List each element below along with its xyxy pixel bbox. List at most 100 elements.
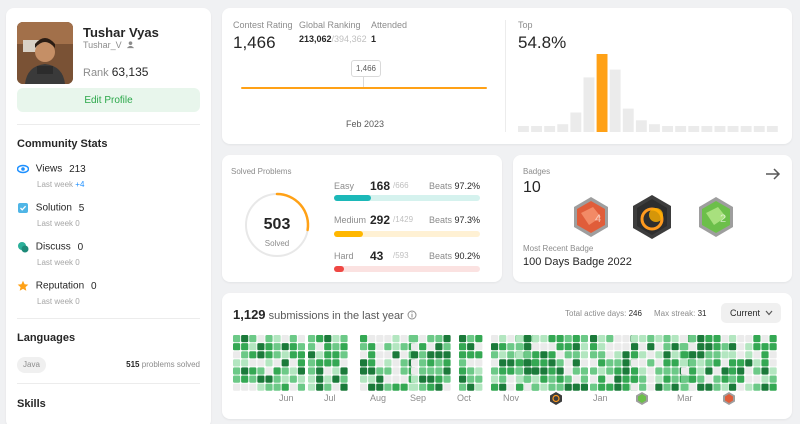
heatmap-cell[interactable]: [639, 335, 647, 343]
heatmap-cell[interactable]: [516, 343, 524, 351]
heatmap-cell[interactable]: [233, 375, 241, 383]
heatmap-cell[interactable]: [435, 335, 443, 343]
heatmap-cell[interactable]: [614, 359, 622, 367]
heatmap-cell[interactable]: [507, 367, 515, 375]
heatmap-cell[interactable]: [392, 359, 400, 367]
heatmap-cell[interactable]: [556, 383, 564, 391]
heatmap-cell[interactable]: [556, 375, 564, 383]
heatmap-cell[interactable]: [606, 383, 614, 391]
histogram-bar[interactable]: [740, 126, 752, 132]
heatmap-cell[interactable]: [540, 383, 548, 391]
heatmap-cell[interactable]: [745, 367, 753, 375]
heatmap-cell[interactable]: [475, 343, 483, 351]
heatmap-cell[interactable]: [427, 375, 435, 383]
heatmap-cell[interactable]: [308, 343, 316, 351]
heatmap-cell[interactable]: [532, 343, 540, 351]
heatmap-cell[interactable]: [241, 343, 249, 351]
heatmap-cell[interactable]: [475, 351, 483, 359]
heatmap-cell[interactable]: [540, 367, 548, 375]
heatmap-cell[interactable]: [737, 367, 745, 375]
heatmap-cell[interactable]: [384, 335, 392, 343]
heatmap-cell[interactable]: [745, 375, 753, 383]
heatmap-cell[interactable]: [681, 375, 689, 383]
heatmap-cell[interactable]: [663, 351, 671, 359]
heatmap-cell[interactable]: [249, 359, 257, 367]
heatmap-cell[interactable]: [316, 351, 324, 359]
heatmap-cell[interactable]: [376, 359, 384, 367]
heatmap-cell[interactable]: [400, 375, 408, 383]
heatmap-cell[interactable]: [281, 367, 289, 375]
heatmap-cell[interactable]: [689, 351, 697, 359]
heatmap-cell[interactable]: [467, 359, 475, 367]
heatmap-cell[interactable]: [332, 335, 340, 343]
heatmap-cell[interactable]: [332, 343, 340, 351]
heatmap-cell[interactable]: [384, 383, 392, 391]
heatmap-cell[interactable]: [681, 359, 689, 367]
heatmap-cell[interactable]: [376, 375, 384, 383]
heatmap-cell[interactable]: [590, 375, 598, 383]
heatmap-cell[interactable]: [713, 375, 721, 383]
heatmap-cell[interactable]: [419, 351, 427, 359]
heatmap-cell[interactable]: [459, 367, 467, 375]
heatmap-cell[interactable]: [324, 351, 332, 359]
heatmap-cell[interactable]: [257, 367, 265, 375]
heatmap-cell[interactable]: [316, 383, 324, 391]
heatmap-cell[interactable]: [265, 343, 273, 351]
heatmap-cell[interactable]: [507, 375, 515, 383]
heatmap-cell[interactable]: [507, 335, 515, 343]
heatmap-cell[interactable]: [435, 375, 443, 383]
heatmap-cell[interactable]: [631, 383, 639, 391]
heatmap-cell[interactable]: [384, 367, 392, 375]
heatmap-cell[interactable]: [671, 375, 679, 383]
heatmap-cell[interactable]: [507, 359, 515, 367]
heatmap-cell[interactable]: [753, 351, 761, 359]
heatmap-cell[interactable]: [419, 343, 427, 351]
heatmap-cell[interactable]: [681, 343, 689, 351]
heatmap-cell[interactable]: [376, 343, 384, 351]
heatmap-cell[interactable]: [761, 359, 769, 367]
heatmap-cell[interactable]: [507, 343, 515, 351]
heatmap-cell[interactable]: [663, 383, 671, 391]
heatmap-cell[interactable]: [368, 359, 376, 367]
heatmap-cell[interactable]: [572, 343, 580, 351]
heatmap-cell[interactable]: [324, 359, 332, 367]
heatmap-cell[interactable]: [376, 367, 384, 375]
heatmap-cell[interactable]: [647, 367, 655, 375]
heatmap-cell[interactable]: [606, 359, 614, 367]
heatmap-cell[interactable]: [368, 383, 376, 391]
heatmap-cell[interactable]: [392, 375, 400, 383]
heatmap-cell[interactable]: [753, 359, 761, 367]
arrow-right-icon[interactable]: [765, 167, 781, 181]
heatmap-cell[interactable]: [745, 335, 753, 343]
heatmap-cell[interactable]: [233, 351, 241, 359]
heatmap-cell[interactable]: [622, 383, 630, 391]
heatmap-cell[interactable]: [419, 367, 427, 375]
heatmap-cell[interactable]: [384, 351, 392, 359]
heatmap-cell[interactable]: [572, 359, 580, 367]
heatmap-cell[interactable]: [590, 335, 598, 343]
heatmap-cell[interactable]: [360, 343, 368, 351]
histogram-bar[interactable]: [518, 126, 529, 132]
heatmap-cell[interactable]: [257, 383, 265, 391]
heatmap-cell[interactable]: [745, 359, 753, 367]
heatmap-cell[interactable]: [705, 375, 713, 383]
heatmap-cell[interactable]: [316, 367, 324, 375]
heatmap-cell[interactable]: [647, 351, 655, 359]
heatmap-cell[interactable]: [443, 367, 451, 375]
heatmap-cell[interactable]: [281, 375, 289, 383]
heatmap-cell[interactable]: [443, 343, 451, 351]
heatmap-cell[interactable]: [411, 343, 419, 351]
heatmap-cell[interactable]: [384, 343, 392, 351]
heatmap-cell[interactable]: [745, 343, 753, 351]
heatmap-cell[interactable]: [316, 375, 324, 383]
heatmap-cell[interactable]: [697, 351, 705, 359]
heatmap-cell[interactable]: [332, 367, 340, 375]
heatmap-cell[interactable]: [671, 343, 679, 351]
heatmap-cell[interactable]: [721, 343, 729, 351]
heatmap-cell[interactable]: [435, 343, 443, 351]
heatmap-cell[interactable]: [516, 383, 524, 391]
heatmap-cell[interactable]: [507, 383, 515, 391]
heatmap-cell[interactable]: [289, 335, 297, 343]
edit-profile-button[interactable]: Edit Profile: [17, 88, 200, 112]
heatmap-cell[interactable]: [598, 343, 606, 351]
